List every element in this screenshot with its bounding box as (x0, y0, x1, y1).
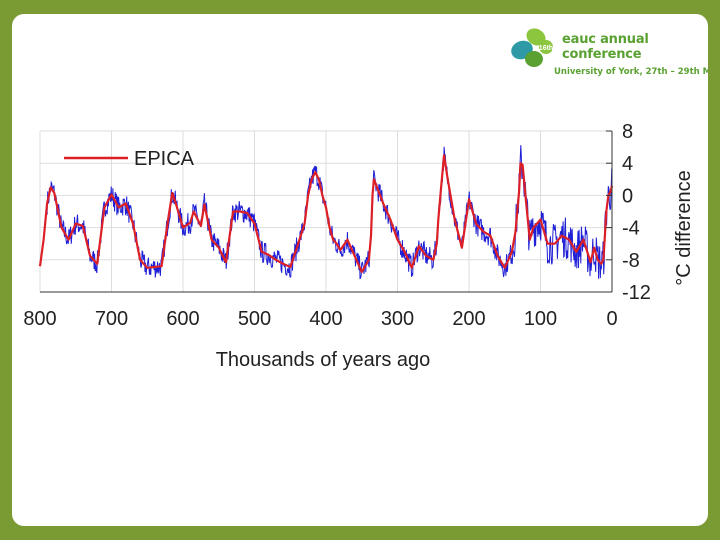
x-tick-label: 200 (452, 308, 485, 330)
slide: 16th eauc annual conference University o… (12, 14, 708, 526)
logo-title-line1: eauc annual (562, 32, 649, 47)
temperature-chart: 800 700 600 500 400 300 200 100 0 8 4 0 -4 -8 -12 EPIC… (23, 121, 695, 371)
y-tick-label: -4 (622, 218, 640, 240)
x-tick-label: 0 (606, 308, 617, 330)
legend-epica-label: EPICA (134, 148, 195, 170)
y-tick-label: 8 (622, 121, 633, 143)
eauc-conference-logo: 16th eauc annual conference University o… (508, 18, 708, 88)
grid-layer (39, 130, 613, 293)
clover-logo-icon: 16th (511, 28, 553, 67)
epica-series-line (38, 154, 614, 273)
logo-subtitle: University of York, 27th – 29th March 20… (554, 67, 708, 77)
legend: EPICA (64, 148, 195, 170)
y-tick-label: -8 (622, 250, 640, 272)
logo-title-line2: conference (562, 47, 642, 62)
x-tick-label: 600 (166, 308, 199, 330)
logo-edition: 16th (539, 45, 553, 52)
y-tick-label: -12 (622, 282, 651, 304)
y-tick-label: 0 (622, 185, 633, 207)
y-axis-title: °C difference (673, 170, 695, 285)
axis-layer: 800 700 600 500 400 300 200 100 0 8 4 0 -4 -8 -12 (23, 121, 651, 330)
x-tick-label: 700 (95, 308, 128, 330)
x-tick-label: 100 (524, 308, 557, 330)
y-tick-label: 4 (622, 153, 633, 175)
x-tick-label: 500 (238, 308, 271, 330)
x-tick-label: 300 (381, 308, 414, 330)
x-tick-label: 400 (309, 308, 342, 330)
x-tick-label: 800 (23, 308, 56, 330)
x-axis-title: Thousands of years ago (216, 349, 431, 371)
red-series-layer (38, 154, 614, 273)
